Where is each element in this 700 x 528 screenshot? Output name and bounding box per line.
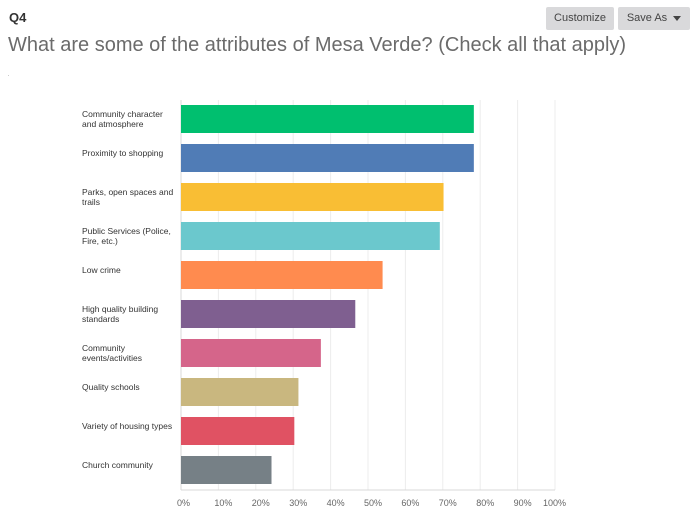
x-tick-label: 10% (214, 498, 232, 508)
bar[interactable] (181, 456, 272, 484)
category-label: Public Services (Police, Fire, etc.) (82, 226, 171, 246)
category-label: Church community (82, 460, 153, 470)
bar[interactable] (181, 339, 321, 367)
x-tick-label: 30% (289, 498, 307, 508)
x-tick-label: 50% (364, 498, 382, 508)
divider-dot (8, 75, 9, 76)
customize-button[interactable]: Customize (546, 7, 614, 30)
question-number: Q4 (9, 10, 27, 25)
bar[interactable] (181, 183, 444, 211)
x-tick-label: 40% (327, 498, 345, 508)
category-label: Community character and atmosphere (82, 109, 163, 129)
bar[interactable] (181, 417, 295, 445)
category-label: Proximity to shopping (82, 148, 164, 158)
bar[interactable] (181, 378, 299, 406)
x-tick-label: 60% (401, 498, 419, 508)
caret-down-icon (673, 15, 682, 21)
save-as-button[interactable]: Save As (618, 7, 690, 30)
category-label: Parks, open spaces and trails (82, 187, 174, 207)
category-label: Variety of housing types (82, 421, 173, 431)
x-tick-label: 90% (514, 498, 532, 508)
x-tick-label: 70% (439, 498, 457, 508)
x-tick-label: 20% (252, 498, 270, 508)
category-label: Community events/activities (82, 343, 142, 363)
x-tick-label: 100% (543, 498, 566, 508)
bar[interactable] (181, 144, 474, 172)
bar[interactable] (181, 300, 356, 328)
bar[interactable] (181, 222, 440, 250)
question-title: What are some of the attributes of Mesa … (8, 34, 627, 56)
category-label: High quality building standards (82, 304, 159, 324)
bar[interactable] (181, 105, 474, 133)
x-tick-label: 0% (177, 498, 190, 508)
category-label: Quality schools (82, 382, 140, 392)
bar[interactable] (181, 261, 383, 289)
save-as-label: Save As (626, 12, 668, 24)
x-tick-label: 80% (476, 498, 494, 508)
category-label: Low crime (82, 265, 121, 275)
